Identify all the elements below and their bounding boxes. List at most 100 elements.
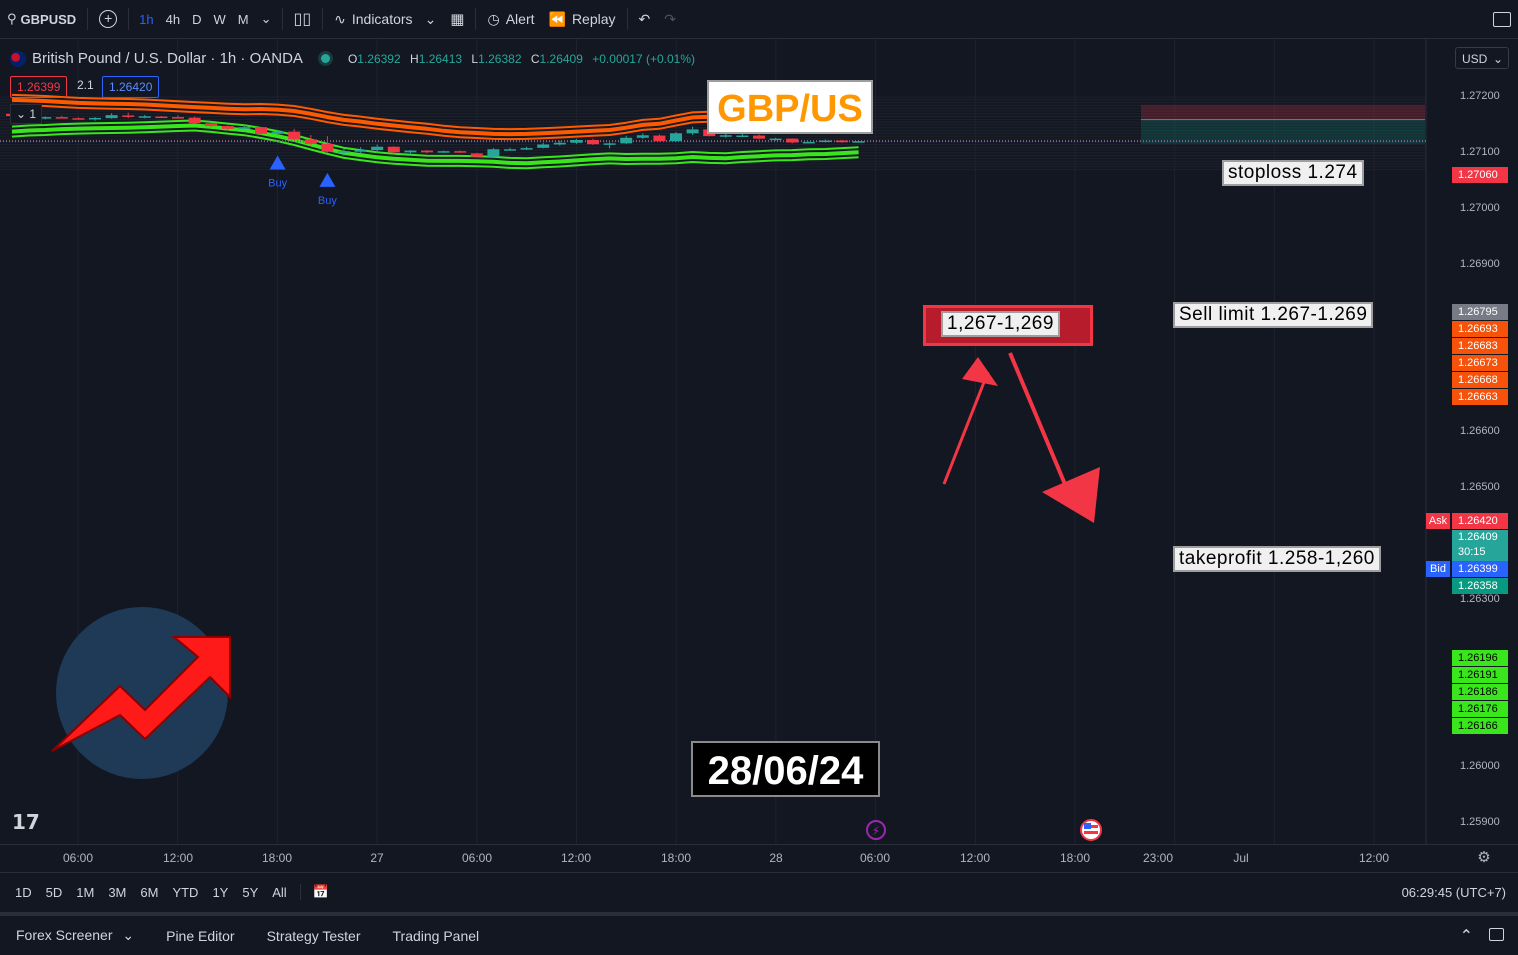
compare-add-button[interactable]: + [92,0,124,38]
candle-body [836,140,848,143]
time-axis[interactable]: 06:00 12:00 18:00 27 06:00 12:00 18:00 2… [0,844,1518,871]
chevron-up-icon[interactable]: ⌃ [1459,927,1473,945]
tab-strategy-tester[interactable]: Strategy Tester [266,927,361,944]
currency-selector[interactable]: USD ⌄ [1455,47,1509,69]
stoploss-zone [1141,104,1425,120]
divider [87,8,89,30]
candle-body [255,127,267,134]
time-tick: Jul [1233,851,1249,865]
undo-button[interactable]: ↶ [632,0,658,38]
red-arrow-down [1008,352,1074,502]
ohlc-values: O1.26392 H1.26413 L1.26382 C1.26409 +0.0… [342,52,695,66]
date-range-button[interactable]: 📅 [299,884,336,900]
timeframe-1h[interactable]: 1h [139,11,154,27]
range-5y[interactable]: 5Y [242,884,259,900]
range-1d[interactable]: 1D [15,884,32,900]
price-axis[interactable]: 1.27200 1.27100 1.27000 1.26900 1.26600 … [1426,39,1518,844]
divider [626,8,628,30]
range-5d[interactable]: 5D [45,884,63,900]
divider [128,8,130,30]
candle-body [221,126,234,129]
candle-body [553,142,566,145]
maximize-panel-icon[interactable] [1483,927,1518,944]
timeframe-d[interactable]: D [192,11,202,27]
candle-body [786,138,799,143]
candle-body [719,135,732,137]
candle-body [454,151,467,153]
flag-icon [10,50,26,67]
candle-body [421,150,433,153]
lower-band-line [11,123,859,166]
candle-body [819,140,832,143]
upper-band-tag: 1.26673 [1452,355,1508,371]
alert-button[interactable]: ◷ Alert [480,0,541,38]
timeframe-4h[interactable]: 4h [165,11,181,27]
chart-area[interactable]: Buy Buy ⚡ 17 [0,39,1518,844]
lower-band-tag: 1.26166 [1452,718,1508,734]
indicators-button[interactable]: ∿ Indicators ⌄ [327,0,443,38]
bid-price-tag: 1.26399 [1452,561,1508,577]
search-icon: ⚲ [7,11,17,26]
calendar-icon: 📅 [312,884,329,899]
candle-body [39,117,52,119]
chart-type-button[interactable]: ▯▯ [287,0,319,38]
upper-band-tag: 1.26663 [1452,389,1508,405]
pair-title-annotation[interactable]: GBP/US [707,80,873,134]
candle-body [155,116,168,119]
chevron-down-icon: ⌄ [260,11,272,26]
date-annotation[interactable]: 28/06/24 [691,741,880,797]
candle-body [587,140,599,145]
open-prefix: O [347,51,358,66]
range-1m[interactable]: 1M [76,884,95,900]
lower-band-tag: 1.26186 [1452,684,1508,700]
chart-legend: British Pound / U.S. Dollar · 1h · OANDA… [10,50,695,67]
time-tick: 12:00 [1358,851,1390,865]
range-1y[interactable]: 1Y [212,884,229,900]
range-6m[interactable]: 6M [140,884,159,900]
square-icon [1493,11,1511,27]
fullscreen-button[interactable] [1486,0,1518,38]
timeframe-dropdown[interactable]: ⌄ [255,11,278,27]
lower-band-tag: 1.26191 [1452,667,1508,683]
range-3m[interactable]: 3M [108,884,127,900]
tab-trading-panel[interactable]: Trading Panel [392,927,480,944]
range-all[interactable]: All [272,884,287,900]
us-flag-stripe [1084,831,1098,834]
layouts-button[interactable]: ▦ [443,0,471,38]
symbol-search[interactable]: ⚲ GBPUSD [0,0,83,38]
change-value: +0.00017 (+0.01%) [592,51,695,66]
range-ytd[interactable]: YTD [172,884,199,900]
takeprofit-price-tag: 1.26358 [1452,578,1508,594]
spread-value: 2.1 [77,78,94,92]
tab-forex-screener[interactable]: Forex Screener ⌄ [0,927,150,944]
candle-body [670,133,682,142]
time-tick: 18:00 [261,851,293,865]
timeframe-w[interactable]: W [213,11,226,27]
time-tick: 18:00 [660,851,692,865]
redo-button[interactable]: ↷ [657,0,683,38]
settings-gear-icon[interactable]: ⚙ [1477,849,1491,866]
clock-display[interactable]: 06:29:45 (UTC+7) [1401,884,1506,900]
sell-limit-label: Sell limit 1.267-1.269 [1173,302,1374,328]
candle-body [736,135,749,138]
timeframe-m[interactable]: M [237,11,249,27]
collapse-count: 1 [29,107,37,121]
indicators-icon: ∿ [334,10,346,27]
logo-circle [56,607,228,779]
lower-band-line [11,119,859,160]
sell-button[interactable]: 1.26399 [10,76,68,98]
ask-label: Ask [1426,513,1450,529]
replay-button[interactable]: ⏪ Replay [542,0,623,38]
takeprofit-label: takeprofit 1.258-1,260 [1173,546,1381,572]
alarm-clock-icon: ◷ [487,10,500,27]
buy-button[interactable]: 1.26420 [102,76,160,98]
market-status-dot [320,54,330,63]
price-tick: 1.26500 [1460,481,1500,493]
price-chart[interactable]: Buy Buy ⚡ 17 [0,39,1518,844]
legend-collapse-button[interactable]: ⌄ 1 [10,104,42,124]
divider [475,8,477,30]
high-value: 1.26413 [418,51,463,66]
candle-body [753,135,765,139]
tab-pine-editor[interactable]: Pine Editor [166,927,235,944]
takeprofit-zone [1141,119,1425,145]
